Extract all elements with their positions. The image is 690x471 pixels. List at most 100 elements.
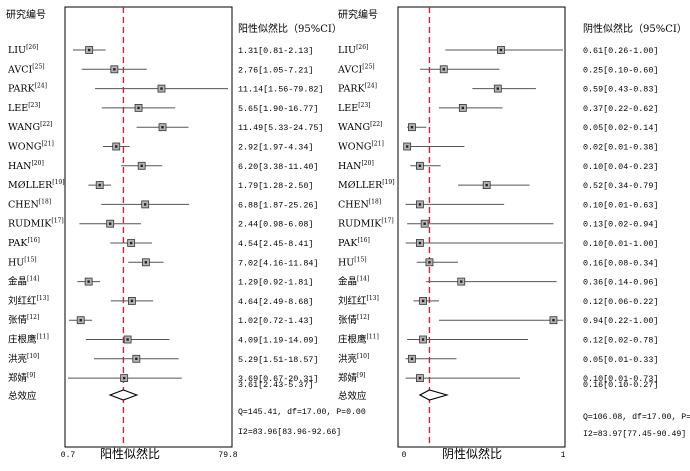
study-label: 张倩[12]	[8, 314, 39, 326]
study-name: PAK	[338, 238, 358, 249]
study-label: LEE[23]	[338, 102, 371, 114]
point-estimate-dot	[421, 299, 425, 303]
study-name: PARK	[338, 84, 366, 95]
study-reference: [15]	[24, 256, 36, 263]
study-reference: [19]	[52, 179, 64, 186]
estimate-ci-text: 5.65[1.90-16.77]	[238, 104, 318, 114]
study-reference: [16]	[27, 237, 39, 244]
estimate-ci-text: 0.05[0.01-0.33]	[583, 355, 658, 365]
study-label: 金晶[14]	[8, 276, 39, 288]
study-label: RUDMIK[17]	[338, 218, 394, 230]
study-label: 金晶[14]	[338, 276, 369, 288]
point-estimate-dot	[418, 241, 422, 245]
estimate-ci-text: 1.79[1.28-2.50]	[238, 181, 313, 191]
study-name: HU	[8, 257, 24, 268]
study-reference: [12]	[357, 314, 369, 321]
estimate-ci-text: 0.10[0.01-1.00]	[583, 239, 658, 249]
estimate-ci-text: 2.92[1.97-4.34]	[238, 143, 313, 153]
point-estimate-dot	[140, 164, 143, 167]
point-estimate-dot	[428, 261, 431, 264]
study-reference: [15]	[354, 256, 366, 263]
pooled-effect-diamond	[108, 389, 139, 401]
value-column-header: 阴性似然比（95%CI）	[583, 22, 687, 35]
study-name: WONG	[338, 142, 371, 153]
study-name: 张倩	[338, 314, 358, 326]
study-label: 郑婧[9]	[338, 372, 366, 384]
study-name: LEE	[338, 103, 358, 114]
estimate-ci-text: 0.59[0.43-0.83]	[583, 85, 658, 95]
estimate-ci-text: 0.10[0.01-0.63]	[583, 200, 658, 210]
pooled-estimate-text: 0.16[0.10-0.27]	[583, 380, 658, 390]
study-reference: [11]	[367, 334, 379, 341]
study-reference: [10]	[357, 353, 369, 360]
heterogeneity-stat: I2=83.97[77.45-90.49]	[583, 429, 686, 439]
study-reference: [21]	[41, 141, 53, 148]
estimate-ci-text: 4.54[2.45-8.41]	[238, 239, 313, 249]
point-estimate-dot	[423, 222, 426, 225]
study-label: PAK[16]	[8, 237, 40, 249]
study-name: 庄根鹰	[338, 334, 367, 346]
study-reference: [17]	[51, 218, 63, 225]
study-label: LIU[26]	[338, 44, 368, 56]
point-estimate-dot	[108, 222, 112, 225]
study-reference: [23]	[28, 102, 40, 109]
study-label: WANG[22]	[8, 121, 52, 133]
study-reference: [24]	[35, 83, 47, 90]
estimate-ci-text: 4.64[2.49-8.68]	[238, 297, 313, 307]
study-reference: [9]	[27, 372, 36, 379]
study-label: 张倩[12]	[338, 314, 369, 326]
estimate-ci-text: 5.29[1.51-18.57]	[238, 355, 318, 365]
study-reference: [9]	[357, 372, 366, 379]
point-estimate-dot	[418, 376, 422, 380]
study-name: 郑婧	[338, 372, 358, 384]
study-label: 洪亮[10]	[8, 353, 39, 365]
axis-tick-max: 1	[561, 451, 566, 460]
study-label: LIU[26]	[8, 44, 38, 56]
point-estimate-dot	[499, 48, 503, 52]
study-label: MØLLER[19]	[8, 179, 65, 191]
study-name: HAN	[8, 161, 31, 172]
study-reference: [25]	[362, 63, 374, 70]
study-name: HU	[338, 257, 354, 268]
point-estimate-dot	[144, 261, 148, 264]
point-estimate-dot	[405, 145, 409, 148]
estimate-ci-text: 0.36[0.14-0.96]	[583, 278, 658, 288]
point-estimate-dot	[126, 338, 129, 341]
study-name: MØLLER	[8, 180, 53, 191]
study-name: 刘红红	[338, 295, 367, 307]
study-reference: [11]	[37, 334, 49, 341]
study-reference: [12]	[27, 314, 39, 321]
study-label: 洪亮[10]	[338, 353, 369, 365]
point-estimate-dot	[130, 299, 134, 303]
x-axis-label: 阴性似然比	[442, 446, 502, 461]
study-label: 刘红红[13]	[338, 295, 379, 307]
pooled-effect-label: 总效应	[338, 390, 367, 402]
study-reference: [14]	[27, 276, 39, 283]
heterogeneity-stat: Q=145.41, df=17.00, P=0.00	[238, 407, 366, 417]
study-name: 张倩	[8, 314, 28, 326]
study-name: PAK	[8, 238, 28, 249]
heterogeneity-stat: Q=106.08, df=17.00, P=0.00	[583, 412, 690, 422]
study-label: PARK[24]	[8, 83, 47, 95]
point-estimate-dot	[161, 126, 164, 129]
estimate-ci-text: 1.31[0.81-2.13]	[238, 46, 313, 56]
estimate-ci-text: 0.02[0.01-0.38]	[583, 143, 658, 153]
study-reference: [18]	[39, 198, 51, 205]
point-estimate-dot	[442, 68, 445, 71]
point-estimate-dot	[87, 280, 90, 283]
estimate-ci-text: 0.10[0.04-0.23]	[583, 162, 658, 172]
study-label: MØLLER[19]	[338, 179, 395, 191]
point-estimate-dot	[144, 203, 147, 206]
study-name: CHEN	[8, 199, 39, 210]
study-label: 庄根鹰[11]	[8, 334, 49, 346]
plot-frame	[64, 6, 233, 448]
study-label: HAN[20]	[8, 160, 44, 172]
value-column-header: 阳性似然比（95%CI）	[238, 22, 342, 35]
point-estimate-dot	[135, 357, 138, 360]
study-name: WONG	[8, 142, 41, 153]
axis-tick-min: 0	[402, 451, 407, 460]
study-name: LEE	[8, 103, 28, 114]
study-name: LIU	[8, 45, 26, 56]
point-estimate-dot	[122, 376, 126, 380]
